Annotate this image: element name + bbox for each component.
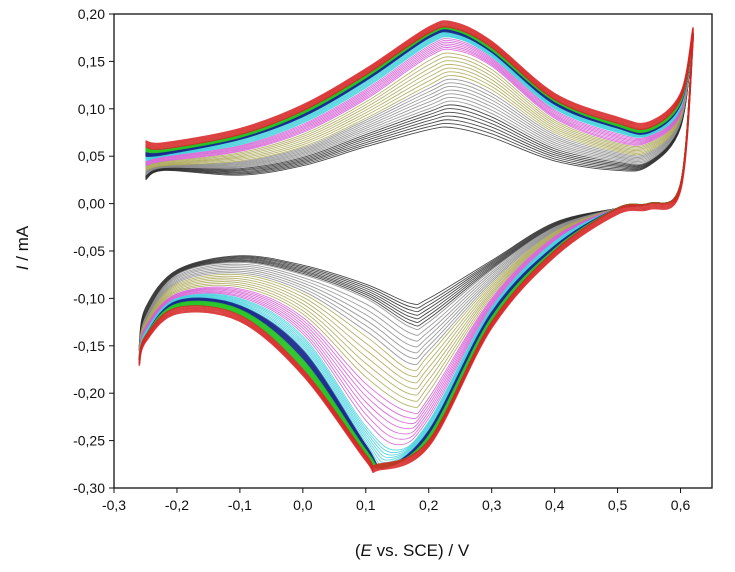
x-tick-label: -0,3 xyxy=(102,497,126,513)
cv-trace-anodic xyxy=(145,32,694,177)
cv-trace-cathodic xyxy=(138,32,694,420)
plot-frame xyxy=(113,13,713,489)
cv-trace-anodic xyxy=(145,32,694,179)
cv-trace-anodic xyxy=(145,32,694,163)
cv-trace-anodic xyxy=(145,32,694,167)
y-tick-label: -0,25 xyxy=(73,433,105,449)
x-tick-label: 0,2 xyxy=(419,497,439,513)
cv-trace-cathodic xyxy=(138,32,694,468)
cv-trace-anodic xyxy=(145,32,694,167)
cv-trace-anodic xyxy=(145,32,694,169)
cv-trace-cathodic xyxy=(138,38,694,473)
x-tick-label: 0,1 xyxy=(356,497,376,513)
cv-trace-anodic xyxy=(145,32,694,178)
y-axis-label-rest: / mA xyxy=(13,225,32,265)
y-tick-label: 0,20 xyxy=(78,6,105,22)
cv-trace-anodic xyxy=(145,32,694,165)
cv-trace-anodic xyxy=(145,20,694,145)
cv-trace-anodic xyxy=(145,32,694,171)
cv-trace-cathodic xyxy=(138,32,694,435)
cv-trace-anodic xyxy=(145,32,694,168)
x-axis-ticks: -0,3 -0,2 -0,1 0,0 0,1 0,2 0,3 0,4 0,5 0,6 xyxy=(102,488,691,513)
y-tick-label: 0,10 xyxy=(78,101,105,117)
cv-trace-cathodic xyxy=(138,32,694,459)
cv-trace-anodic xyxy=(145,32,694,172)
y-axis-label-symbol: I xyxy=(13,265,32,270)
y-tick-label: 0,15 xyxy=(78,53,105,69)
y-tick-label: -0,20 xyxy=(73,385,105,401)
cv-trace-cathodic xyxy=(138,32,694,415)
x-tick-label: 0,0 xyxy=(293,497,313,513)
cv-trace-cathodic xyxy=(138,32,694,456)
y-tick-label: -0,15 xyxy=(73,338,105,354)
cv-trace-anodic xyxy=(145,32,694,164)
cv-trace-cathodic xyxy=(138,32,694,430)
cv-trace-anodic xyxy=(145,32,694,181)
y-axis-label: I / mA xyxy=(13,225,32,270)
cv-trace-anodic xyxy=(145,32,694,175)
cv-trace-anodic xyxy=(145,32,694,176)
cv-trace-cathodic xyxy=(138,32,694,378)
cv-trace-anodic xyxy=(145,32,694,169)
voltammogram-curves xyxy=(138,20,694,473)
cv-trace-anodic xyxy=(145,32,694,177)
cv-trace-anodic xyxy=(145,25,694,151)
cv-trace-cathodic xyxy=(138,37,694,472)
cv-trace-cathodic xyxy=(138,32,694,451)
cv-trace-cathodic xyxy=(138,34,694,469)
x-axis-label-symbol: E xyxy=(361,541,373,560)
cv-trace-cathodic xyxy=(138,35,694,471)
cv-trace-anodic xyxy=(145,32,694,163)
y-tick-label: -0,30 xyxy=(73,480,105,496)
y-axis-ticks: 0,20 0,15 0,10 0,05 0,00 -0,05 -0,10 -0,15 -0,20… xyxy=(73,6,114,496)
x-axis-label-rest: vs. SCE) / V xyxy=(372,541,470,560)
cv-trace-anodic xyxy=(145,32,694,179)
cv-trace-anodic xyxy=(145,32,694,175)
cv-trace-anodic xyxy=(145,32,694,173)
cv-trace-anodic xyxy=(145,32,694,174)
cv-trace-anodic xyxy=(145,32,694,171)
cv-trace-anodic xyxy=(145,32,694,166)
cv-trace-anodic xyxy=(145,32,694,180)
cv-trace-cathodic xyxy=(138,32,694,461)
x-tick-label: 0,5 xyxy=(608,497,628,513)
cv-trace-anodic xyxy=(145,24,694,149)
cv-trace-cathodic xyxy=(138,32,694,440)
cv-trace-anodic xyxy=(145,22,694,148)
x-tick-label: -0,2 xyxy=(165,497,189,513)
cv-trace-cathodic xyxy=(138,32,694,384)
cv-trace-cathodic xyxy=(138,32,694,408)
x-axis-label: (E vs. SCE) / V xyxy=(355,541,470,560)
y-tick-label: 0,00 xyxy=(78,196,105,212)
cv-trace-anodic xyxy=(145,32,694,170)
x-tick-label: 0,4 xyxy=(545,497,565,513)
cv-trace-anodic xyxy=(145,21,694,146)
cv-trace-anodic xyxy=(145,32,694,173)
y-tick-label: 0,05 xyxy=(78,148,105,164)
x-tick-label: 0,3 xyxy=(482,497,502,513)
cv-trace-cathodic xyxy=(138,32,694,454)
x-axis-label-prefix: ( xyxy=(355,541,361,560)
y-tick-label: -0,05 xyxy=(73,243,105,259)
y-tick-label: -0,10 xyxy=(73,290,105,306)
x-tick-label: 0,6 xyxy=(671,497,691,513)
x-tick-label: -0,1 xyxy=(228,497,252,513)
cv-trace-anodic xyxy=(145,32,694,165)
